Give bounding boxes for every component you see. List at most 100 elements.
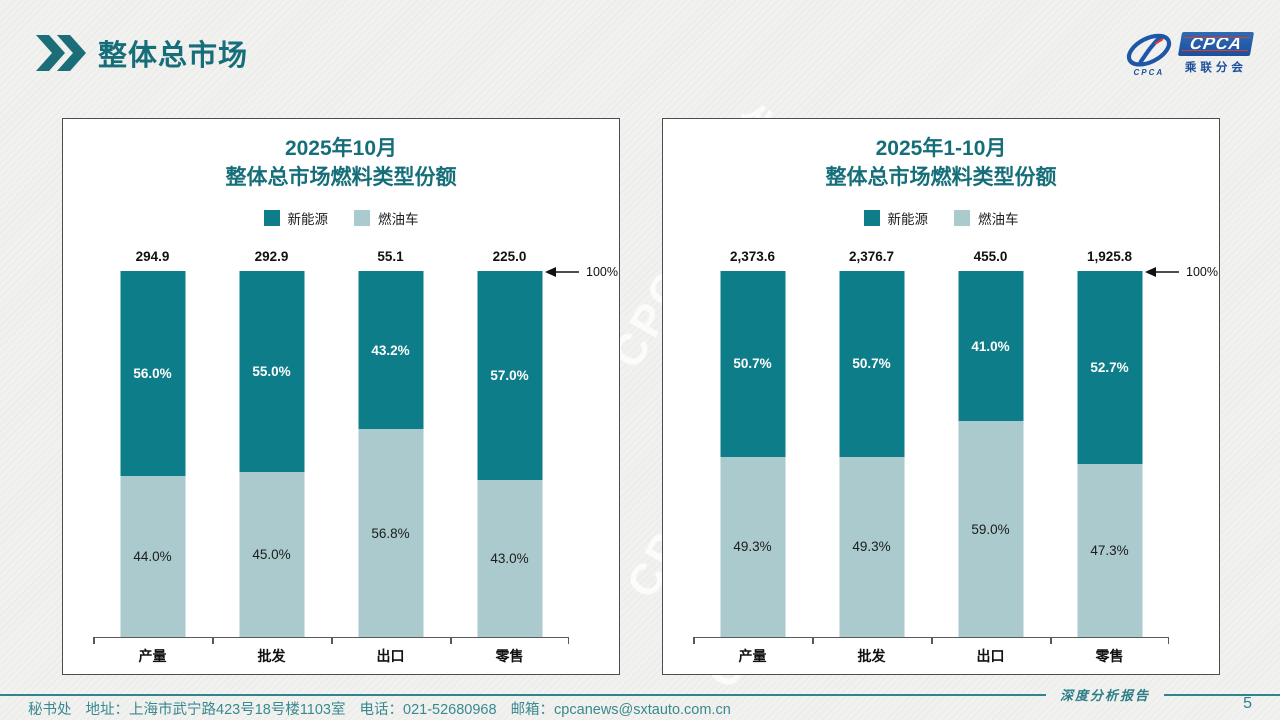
chart-title-line2: 整体总市场燃料类型份额 [225, 166, 457, 190]
category-label: 产量 [138, 648, 167, 664]
nev-segment: 52.7% [1077, 271, 1142, 464]
category-label: 批发 [857, 648, 886, 664]
nev-share-label: 43.2% [371, 342, 410, 358]
fuel-share-label: 59.0% [971, 521, 1010, 537]
bar-group: 1,925.8 52.7% 47.3% [1050, 249, 1169, 637]
footer-email: 邮箱：cpcanews@sxtauto.com.cn [510, 702, 731, 718]
fuel-share-label: 43.0% [490, 550, 529, 566]
fuel-color-swatch [354, 210, 370, 226]
nev-segment: 56.0% [120, 271, 185, 476]
fuel-segment: 49.3% [720, 456, 785, 637]
chart-title-line1: 2025年10月 [284, 137, 398, 160]
legend-label: 燃油车 [378, 212, 419, 227]
nev-segment: 50.7% [839, 271, 904, 457]
fuel-segment: 47.3% [1077, 463, 1142, 637]
nev-share-label: 50.7% [733, 356, 772, 372]
category-label: 零售 [495, 648, 524, 664]
category-label: 出口 [376, 648, 405, 664]
stacked-bar: 55.0% 45.0% [239, 271, 304, 637]
bar-total-label: 455.0 [973, 249, 1008, 264]
category-label: 产量 [738, 648, 767, 664]
nev-share-label: 57.0% [490, 367, 529, 383]
nev-share-label: 50.7% [852, 356, 891, 372]
fuel-segment: 59.0% [958, 421, 1023, 637]
stacked-bar: 50.7% 49.3% [720, 271, 785, 637]
bar-total-label: 1,925.8 [1086, 249, 1133, 264]
footer-phone: 电话：021-52680968 [359, 702, 497, 718]
nev-segment: 43.2% [358, 271, 423, 430]
fuel-segment: 49.3% [839, 456, 904, 637]
fuel-segment: 43.0% [477, 479, 542, 637]
stacked-bar: 56.0% 44.0% [120, 271, 185, 637]
legend-label: 燃油车 [978, 212, 1019, 227]
bar-group: 225.0 57.0% 43.0% [450, 249, 569, 637]
chart-title: 2025年1-10月 整体总市场燃料类型份额 [663, 134, 1219, 193]
footer-secretariat: 秘书处 [28, 702, 72, 718]
fuel-share-label: 44.0% [133, 548, 172, 564]
category-label: 批发 [257, 648, 286, 664]
legend-label: 新能源 [287, 212, 329, 227]
bar-group: 294.9 56.0% 44.0% [93, 249, 212, 637]
bar-group: 2,373.6 50.7% 49.3% [693, 249, 812, 637]
bar-plot-area: 2,373.6 50.7% 49.3% 2,376.7 50.7% 49.3% … [693, 249, 1169, 637]
chart-title-line1: 2025年1-10月 [875, 137, 1007, 160]
x-axis [693, 637, 1169, 644]
bar-group: 55.1 43.2% 56.8% [331, 249, 450, 637]
double-chevron-icon [36, 35, 88, 71]
nev-color-swatch [863, 210, 880, 226]
bar-plot-area: 294.9 56.0% 44.0% 292.9 55.0% 45.0% 55.1… [93, 249, 569, 637]
category-label: 零售 [1095, 648, 1124, 664]
footer-contact-info: 秘书处 地址：上海市武宁路423号18号楼1103室 电话：021-52680968… [28, 698, 745, 719]
hundred-percent-label: 100% [1186, 265, 1218, 279]
nev-share-label: 56.0% [133, 365, 172, 381]
legend-item-nev: 新能源 [863, 208, 928, 228]
bar-total-label: 55.1 [377, 249, 404, 264]
stacked-bar: 41.0% 59.0% [958, 271, 1023, 637]
bar-total-label: 2,373.6 [729, 249, 776, 264]
category-labels: 产量 批发 出口 零售 [693, 646, 1169, 666]
fuel-segment: 56.8% [358, 429, 423, 637]
bar-total-label: 292.9 [254, 249, 289, 264]
footer-address: 地址：上海市武宁路423号18号楼1103室 [85, 702, 346, 718]
chart-panel-jan-october: 2025年1-10月 整体总市场燃料类型份额 新能源 燃油车 2,373.6 5… [662, 118, 1220, 675]
stacked-bar: 50.7% 49.3% [839, 271, 904, 637]
page-title: 整体总市场 [98, 40, 249, 72]
chart-title: 2025年10月 整体总市场燃料类型份额 [63, 134, 619, 193]
fuel-share-label: 56.8% [371, 525, 410, 541]
hundred-percent-annotation: 100% [1145, 265, 1218, 279]
chart-panel-october: 2025年10月 整体总市场燃料类型份额 新能源 燃油车 294.9 56.0%… [62, 118, 620, 675]
category-labels: 产量 批发 出口 零售 [93, 646, 569, 666]
logo-badge: CPCA [1177, 32, 1255, 56]
chart-legend: 新能源 燃油车 [663, 208, 1219, 228]
hundred-percent-label: 100% [586, 265, 618, 279]
bar-group: 455.0 41.0% 59.0% [931, 249, 1050, 637]
fuel-color-swatch [954, 210, 970, 226]
left-arrow-icon [545, 267, 579, 277]
stacked-bar: 52.7% 47.3% [1077, 271, 1142, 637]
nev-segment: 57.0% [477, 271, 542, 480]
fuel-segment: 45.0% [239, 472, 304, 637]
logo-subtitle: 乘联分会 [1184, 62, 1247, 74]
nev-share-label: 52.7% [1090, 359, 1129, 375]
stacked-bar: 57.0% 43.0% [477, 271, 542, 637]
nev-share-label: 55.0% [252, 364, 291, 380]
nev-segment: 41.0% [958, 271, 1023, 422]
bar-total-label: 2,376.7 [848, 249, 895, 264]
bar-group: 292.9 55.0% 45.0% [212, 249, 331, 637]
hundred-percent-annotation: 100% [545, 265, 618, 279]
report-type-label: 深度分析报告 [1059, 689, 1150, 704]
fuel-share-label: 49.3% [733, 539, 772, 555]
page-number: 5 [1243, 695, 1252, 712]
legend-item-fuel: 燃油车 [354, 208, 419, 228]
bar-total-label: 225.0 [492, 249, 527, 264]
bar-group: 2,376.7 50.7% 49.3% [812, 249, 931, 637]
category-label: 出口 [976, 648, 1005, 664]
legend-item-fuel: 燃油车 [954, 208, 1019, 228]
logo-caption: CPCA [1133, 68, 1165, 77]
stacked-bar: 43.2% 56.8% [358, 271, 423, 637]
fuel-share-label: 45.0% [252, 547, 291, 563]
left-arrow-icon [1145, 267, 1179, 277]
slide-header: 整体总市场 [36, 32, 248, 74]
legend-item-nev: 新能源 [263, 208, 329, 228]
cpca-logo: CPCA CPCA 乘联分会 [1124, 30, 1255, 77]
